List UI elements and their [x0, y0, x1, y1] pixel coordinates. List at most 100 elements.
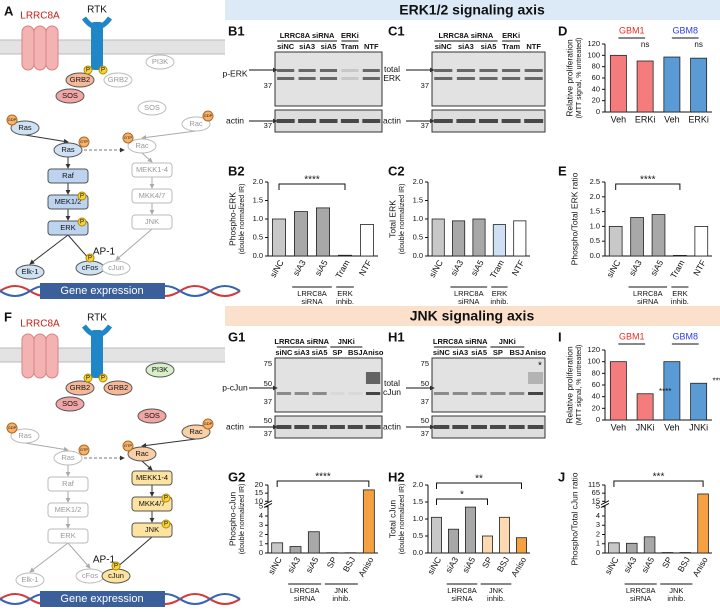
- phospho-mark: [77, 191, 87, 201]
- x-tick-label: BSJ: [341, 555, 357, 574]
- blot-mw: 50: [421, 416, 429, 425]
- blot-band: [452, 392, 468, 395]
- phospho-mark: [161, 519, 171, 529]
- panel-label: B1: [228, 23, 245, 38]
- y-tick-label: 4: [259, 511, 263, 520]
- significance-bracket: [436, 482, 522, 489]
- blot-target: cJun: [383, 387, 401, 397]
- panel-label: C1: [388, 23, 405, 38]
- pathway-node-label: Rac: [189, 427, 203, 436]
- bar: [472, 218, 486, 257]
- group-label: JNK: [669, 586, 683, 595]
- phospho-mark: [83, 373, 93, 383]
- group-label: LRRC8A: [297, 289, 327, 298]
- x-tick-label: NTF: [691, 258, 708, 277]
- jnk-header: JNK signaling axis: [410, 308, 535, 324]
- pathway-node: [55, 88, 85, 104]
- blot-lane-label: siA3: [458, 42, 474, 51]
- bar: [694, 225, 709, 257]
- blot-group-label: ERKi: [341, 31, 359, 40]
- nucleotide-label: GTP: [80, 139, 89, 144]
- blot-band: [502, 77, 521, 80]
- significance: ****: [304, 175, 320, 186]
- y-tick-label: 1.0: [253, 214, 263, 223]
- pathway-arrow: [29, 542, 69, 573]
- y-axis-label: Phospho-ERK: [227, 192, 237, 246]
- pathway-arrow: [141, 438, 197, 448]
- blot-band: [490, 392, 506, 395]
- blot-band: [319, 69, 338, 72]
- blot-band: [298, 119, 317, 123]
- erk-header-band: [225, 0, 720, 20]
- group-label: ERK: [672, 289, 687, 298]
- blot-lane-label: SP: [493, 348, 503, 357]
- blot-band: [294, 392, 309, 395]
- blot-group-label: ERKi: [502, 31, 520, 40]
- y-tick-label: 1.5: [253, 195, 263, 204]
- y-tick-label: 3: [259, 520, 263, 529]
- y-tick-label: 0.5: [413, 232, 423, 241]
- significance: ****: [640, 175, 656, 186]
- panel-label: E: [558, 163, 567, 178]
- group-label: inhib.: [671, 297, 689, 306]
- phospho-label: P: [80, 194, 84, 200]
- y-tick-label: 1: [259, 539, 263, 548]
- pathway-node-label: SOS: [62, 399, 78, 408]
- blot-lane-label: Tram: [341, 42, 359, 51]
- nucleotide-mark: [6, 422, 18, 434]
- blot-group-label: LRRC8A siRNA: [433, 337, 488, 346]
- pathway-node-label: ERK: [60, 531, 75, 540]
- y-tick-label: 2: [259, 529, 263, 538]
- blot-band: [456, 119, 476, 123]
- pathway-arrow: [141, 460, 153, 471]
- nucleotide-label: GTP: [80, 447, 89, 452]
- pathway-arrow: [141, 130, 197, 140]
- significance: ****: [712, 376, 720, 385]
- bar: [643, 536, 656, 554]
- tf-label: AP-1: [93, 555, 116, 566]
- blot-target: total: [384, 64, 400, 74]
- blot-target: p-ERK: [222, 68, 247, 78]
- y-tick-label: 2.0: [253, 177, 263, 186]
- y-axis-label: Relative proliferation: [564, 346, 574, 424]
- bar: [431, 218, 445, 257]
- blot-band: [471, 425, 487, 429]
- channel-subunit: [21, 25, 35, 71]
- pathway-node: [53, 142, 83, 158]
- nucleotide-mark: [202, 110, 214, 122]
- panel-label: J: [558, 469, 565, 484]
- y-tick-label: 65: [592, 488, 600, 497]
- significance-bracket: [613, 480, 704, 487]
- significance: *: [460, 490, 464, 501]
- x-tick-label: siA5: [639, 555, 656, 575]
- x-tick-label: SP: [660, 555, 674, 570]
- blot-band: [365, 372, 381, 384]
- panel-label: G2: [228, 469, 245, 484]
- nucleotide-mark: [202, 418, 214, 430]
- x-tick-label: siA5: [313, 258, 330, 278]
- y-tick-label: 2.0: [413, 177, 423, 186]
- blot-lane-label: NTF: [364, 42, 379, 51]
- phospho-mark: [98, 65, 108, 75]
- x-tick-label: Aniso: [690, 555, 709, 579]
- nucleotide-label: GTP: [124, 443, 133, 448]
- panel-label: H2: [388, 469, 405, 484]
- y-tick-label: 0.5: [253, 232, 263, 241]
- blot-mw: 37: [421, 397, 429, 406]
- phospho-label: P: [88, 256, 92, 262]
- nucleotide-mark: [122, 440, 134, 452]
- x-tick-label: Veh: [664, 422, 680, 432]
- bar: [673, 255, 687, 257]
- pathway-node: [10, 428, 40, 444]
- y-tick-label: 60: [592, 73, 600, 82]
- blot-band: [456, 69, 475, 72]
- nucleotide-label: GDP: [204, 113, 213, 118]
- pathway-node-label: Raf: [62, 479, 75, 488]
- blot-mw: 37: [264, 429, 272, 438]
- x-tick-label: NTF: [510, 258, 527, 277]
- pathway-node-label: PI3K: [152, 365, 168, 374]
- pathway-node-label: GRB2: [70, 75, 90, 84]
- pathway-arrow: [115, 228, 153, 261]
- group-label: inhib.: [490, 297, 508, 306]
